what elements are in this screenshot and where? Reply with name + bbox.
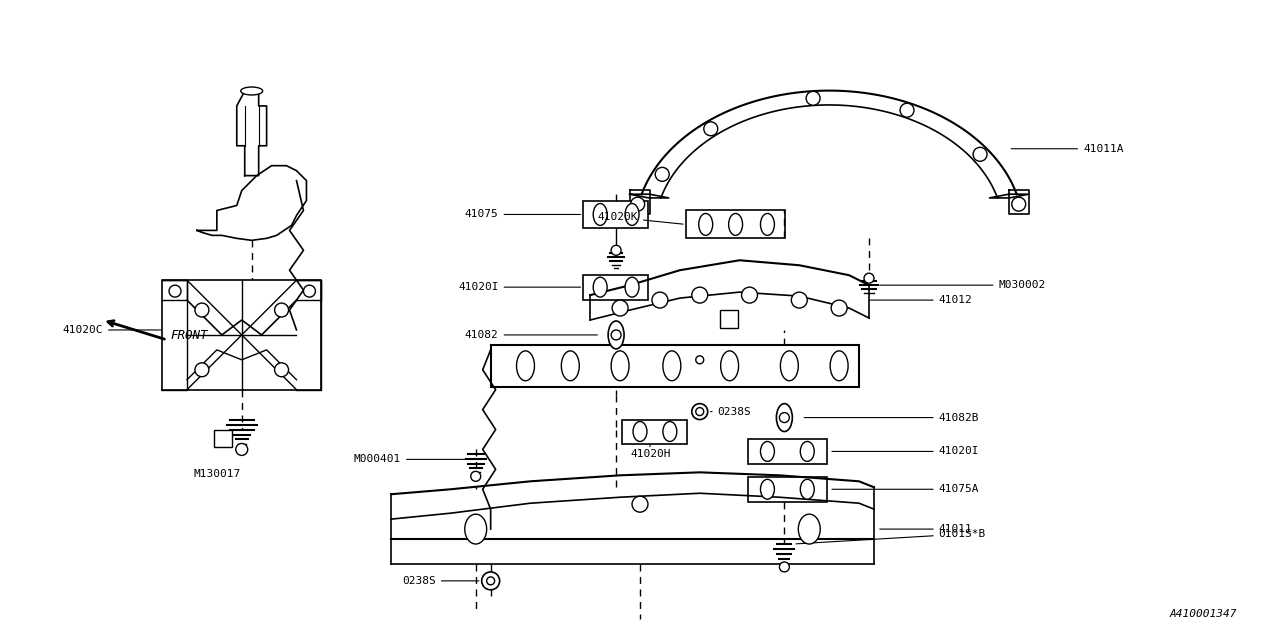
Ellipse shape bbox=[699, 214, 713, 236]
Circle shape bbox=[696, 356, 704, 364]
Text: 41082B: 41082B bbox=[804, 413, 979, 422]
Bar bbox=[584, 275, 648, 300]
Ellipse shape bbox=[611, 351, 628, 381]
Circle shape bbox=[631, 197, 645, 211]
Ellipse shape bbox=[625, 277, 639, 297]
Text: M000401: M000401 bbox=[353, 454, 465, 465]
Ellipse shape bbox=[608, 321, 625, 349]
Circle shape bbox=[741, 287, 758, 303]
Text: 41011: 41011 bbox=[879, 524, 973, 534]
Ellipse shape bbox=[562, 351, 580, 381]
Ellipse shape bbox=[760, 479, 774, 499]
Circle shape bbox=[864, 273, 874, 283]
Text: A: A bbox=[220, 433, 225, 444]
Ellipse shape bbox=[593, 204, 607, 225]
Ellipse shape bbox=[517, 351, 535, 381]
Bar bbox=[490, 345, 859, 387]
Ellipse shape bbox=[241, 87, 262, 95]
FancyBboxPatch shape bbox=[214, 429, 232, 447]
Circle shape bbox=[169, 285, 180, 297]
Text: 0238S: 0238S bbox=[402, 576, 479, 586]
Text: A410001347: A410001347 bbox=[1170, 609, 1238, 619]
Ellipse shape bbox=[831, 351, 849, 381]
Circle shape bbox=[900, 103, 914, 117]
Circle shape bbox=[655, 168, 669, 181]
Circle shape bbox=[195, 303, 209, 317]
Ellipse shape bbox=[721, 351, 739, 381]
Text: FRONT: FRONT bbox=[170, 330, 207, 342]
Ellipse shape bbox=[800, 479, 814, 499]
Ellipse shape bbox=[728, 214, 742, 236]
Text: A: A bbox=[726, 314, 732, 324]
Ellipse shape bbox=[777, 404, 792, 431]
Circle shape bbox=[696, 408, 704, 415]
Circle shape bbox=[780, 562, 790, 572]
Ellipse shape bbox=[760, 442, 774, 461]
Circle shape bbox=[704, 122, 718, 136]
Circle shape bbox=[611, 330, 621, 340]
Text: 41020I: 41020I bbox=[832, 447, 979, 456]
Circle shape bbox=[481, 572, 499, 590]
Ellipse shape bbox=[465, 514, 486, 544]
Text: 41020I: 41020I bbox=[458, 282, 580, 292]
Circle shape bbox=[806, 92, 820, 105]
Text: 41020K: 41020K bbox=[598, 212, 684, 224]
Circle shape bbox=[303, 285, 315, 297]
Text: 41020C: 41020C bbox=[63, 325, 161, 335]
Bar bbox=[748, 477, 827, 502]
FancyBboxPatch shape bbox=[719, 310, 737, 328]
Bar bbox=[686, 211, 786, 238]
Circle shape bbox=[691, 404, 708, 420]
Circle shape bbox=[973, 147, 987, 161]
Text: M130017: M130017 bbox=[193, 469, 241, 479]
Circle shape bbox=[691, 287, 708, 303]
Circle shape bbox=[611, 245, 621, 255]
Ellipse shape bbox=[663, 422, 677, 442]
Ellipse shape bbox=[593, 277, 607, 297]
Ellipse shape bbox=[760, 214, 774, 236]
Circle shape bbox=[236, 444, 248, 456]
Circle shape bbox=[1011, 197, 1025, 211]
Text: 0238S: 0238S bbox=[710, 406, 751, 417]
Text: 41020H: 41020H bbox=[630, 444, 671, 460]
Text: M030002: M030002 bbox=[879, 280, 1046, 290]
Circle shape bbox=[195, 363, 209, 377]
Circle shape bbox=[780, 413, 790, 422]
Circle shape bbox=[275, 363, 288, 377]
Circle shape bbox=[791, 292, 808, 308]
Circle shape bbox=[471, 471, 481, 481]
Ellipse shape bbox=[625, 204, 639, 225]
Text: 41011A: 41011A bbox=[1011, 144, 1124, 154]
Circle shape bbox=[652, 292, 668, 308]
Ellipse shape bbox=[800, 442, 814, 461]
Bar bbox=[584, 200, 648, 228]
Text: 0101S*B: 0101S*B bbox=[796, 529, 986, 544]
Ellipse shape bbox=[799, 514, 820, 544]
Circle shape bbox=[275, 303, 288, 317]
Text: 41075: 41075 bbox=[465, 209, 580, 220]
Text: 41075A: 41075A bbox=[832, 484, 979, 494]
Bar bbox=[622, 420, 687, 444]
Ellipse shape bbox=[634, 422, 646, 442]
Circle shape bbox=[486, 577, 494, 585]
Bar bbox=[748, 440, 827, 465]
Circle shape bbox=[632, 496, 648, 512]
Ellipse shape bbox=[663, 351, 681, 381]
Text: 41082: 41082 bbox=[465, 330, 598, 340]
Ellipse shape bbox=[781, 351, 799, 381]
Text: 41012: 41012 bbox=[870, 295, 973, 305]
Circle shape bbox=[831, 300, 847, 316]
Circle shape bbox=[612, 300, 628, 316]
